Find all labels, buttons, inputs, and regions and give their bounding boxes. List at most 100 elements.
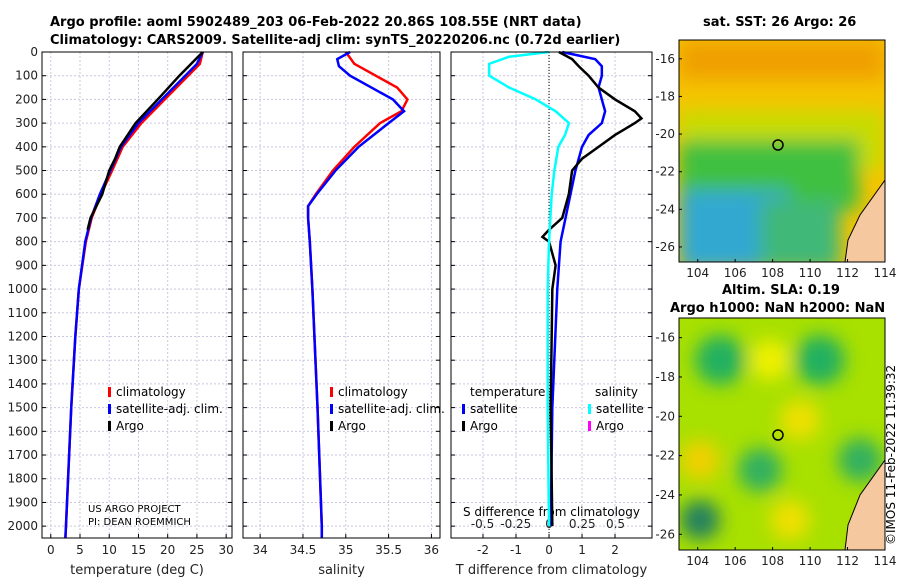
legend-label: satellite-adj. clim. bbox=[338, 402, 445, 416]
map-x-tick-label: 112 bbox=[836, 266, 859, 280]
map1-title: sat. SST: 26 Argo: 26 bbox=[703, 15, 857, 30]
map-x-tick-label: 110 bbox=[799, 266, 822, 280]
credit-line-2: PI: DEAN ROEMMICH bbox=[88, 517, 191, 528]
s-tick-label: -0.25 bbox=[500, 517, 531, 531]
map-y-tick-label: -22 bbox=[655, 165, 675, 179]
x-tick-label: 34.5 bbox=[290, 543, 317, 557]
y-tick-label: 1300 bbox=[7, 353, 38, 367]
map-x-tick-label: 108 bbox=[761, 266, 784, 280]
x-tick-label: 30 bbox=[219, 543, 234, 557]
y-tick-label: 2000 bbox=[7, 519, 38, 533]
map-y-tick-label: -16 bbox=[655, 331, 675, 345]
x-tick-label: 36 bbox=[424, 543, 439, 557]
y-tick-label: 1900 bbox=[7, 495, 38, 509]
x-tick-label: 1 bbox=[578, 543, 586, 557]
map-y-tick-label: -20 bbox=[655, 409, 675, 423]
title-line-1: Argo profile: aoml 5902489_203 06-Feb-20… bbox=[50, 15, 582, 30]
y-tick-label: 1600 bbox=[7, 424, 38, 438]
y-tick-label: 400 bbox=[15, 140, 38, 154]
legend-label: Argo bbox=[338, 419, 366, 433]
legend-swatch bbox=[330, 421, 333, 431]
y-tick-label: 300 bbox=[15, 116, 38, 130]
legend-label: climatology bbox=[338, 385, 408, 399]
legend-swatch bbox=[108, 421, 111, 431]
map-y-tick-label: -22 bbox=[655, 449, 675, 463]
plot-frame bbox=[450, 51, 653, 539]
legend-swatch bbox=[330, 387, 333, 397]
y-tick-label: 0 bbox=[30, 45, 38, 59]
legend-swatch bbox=[462, 421, 465, 431]
x-axis-label: temperature (deg C) bbox=[70, 563, 204, 578]
legend-label: climatology bbox=[116, 385, 186, 399]
map-x-tick-label: 108 bbox=[761, 554, 784, 568]
float-location-marker bbox=[772, 139, 784, 151]
plot-frame bbox=[41, 51, 233, 539]
y-tick-label: 800 bbox=[15, 235, 38, 249]
series-t-argo bbox=[540, 50, 644, 527]
legend-label: Argo bbox=[116, 419, 144, 433]
x-axis-label: T difference from climatology bbox=[455, 563, 648, 578]
map-x-tick-label: 104 bbox=[686, 266, 709, 280]
x-tick-label: 2 bbox=[611, 543, 619, 557]
map-y-tick-label: -26 bbox=[655, 240, 675, 254]
s-tick-label: 0.5 bbox=[606, 517, 625, 531]
x-axis-label: salinity bbox=[318, 563, 365, 578]
x-tick-label: -2 bbox=[477, 543, 489, 557]
x-tick-label: 35.5 bbox=[375, 543, 402, 557]
x-tick-label: 0 bbox=[47, 543, 55, 557]
x-tick-label: 34 bbox=[252, 543, 267, 557]
y-tick-label: 900 bbox=[15, 258, 38, 272]
sst-map bbox=[679, 40, 885, 262]
x-tick-label: 10 bbox=[102, 543, 117, 557]
y-tick-label: 500 bbox=[15, 164, 38, 178]
s-tick-label: 0.25 bbox=[569, 517, 596, 531]
map-y-tick-label: -18 bbox=[655, 89, 675, 103]
map-x-tick-label: 104 bbox=[686, 554, 709, 568]
legend-swatch bbox=[108, 404, 111, 414]
map-y-tick-label: -26 bbox=[655, 527, 675, 541]
y-tick-label: 1700 bbox=[7, 448, 38, 462]
x-tick-label: 35 bbox=[338, 543, 353, 557]
x-tick-label: 25 bbox=[189, 543, 204, 557]
series-satellite-adj-clim- bbox=[64, 51, 204, 539]
map2-title-1: Altim. SLA: 0.19 bbox=[722, 283, 840, 298]
legend-salinity-heading: salinity bbox=[595, 385, 638, 399]
map-x-tick-label: 110 bbox=[799, 554, 822, 568]
map-x-tick-label: 112 bbox=[836, 554, 859, 568]
series-t-satellite bbox=[549, 50, 607, 527]
series-satellite-adj-clim- bbox=[306, 50, 406, 538]
legend-label: satellite bbox=[596, 402, 644, 416]
map-y-tick-label: -18 bbox=[655, 370, 675, 384]
y-tick-label: 700 bbox=[15, 211, 38, 225]
map-x-tick-label: 114 bbox=[874, 266, 897, 280]
map-y-tick-label: -20 bbox=[655, 127, 675, 141]
y-tick-label: 1100 bbox=[7, 306, 38, 320]
s-tick-label: -0.5 bbox=[471, 517, 494, 531]
timestamp-label: ©IMOS 11-Feb-2022 11:39:32 bbox=[884, 365, 898, 545]
y-tick-label: 100 bbox=[15, 69, 38, 83]
legend-label: Argo bbox=[470, 419, 498, 433]
title-line-2: Climatology: CARS2009. Satellite-adj cli… bbox=[50, 33, 621, 48]
map-x-tick-label: 106 bbox=[724, 266, 747, 280]
y-tick-label: 200 bbox=[15, 92, 38, 106]
float-location-marker bbox=[772, 429, 784, 441]
series-argo bbox=[86, 51, 204, 231]
y-tick-label: 1800 bbox=[7, 472, 38, 486]
x-tick-label: -1 bbox=[510, 543, 522, 557]
legend-swatch bbox=[588, 421, 591, 431]
legend-label: Argo bbox=[596, 419, 624, 433]
credit-line-1: US ARGO PROJECT bbox=[88, 504, 182, 515]
map-y-tick-label: -16 bbox=[655, 52, 675, 66]
y-tick-label: 1200 bbox=[7, 329, 38, 343]
plot-frame bbox=[242, 51, 441, 539]
y-tick-label: 1000 bbox=[7, 282, 38, 296]
y-tick-label: 600 bbox=[15, 187, 38, 201]
x-tick-label: 15 bbox=[131, 543, 146, 557]
legend-label: satellite-adj. clim. bbox=[116, 402, 223, 416]
map-y-tick-label: -24 bbox=[655, 488, 675, 502]
map-x-tick-label: 114 bbox=[874, 554, 897, 568]
x-tick-label: 0 bbox=[545, 543, 553, 557]
legend-swatch bbox=[330, 404, 333, 414]
sla-map bbox=[679, 318, 885, 550]
